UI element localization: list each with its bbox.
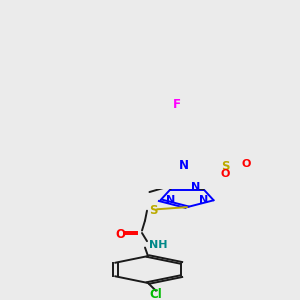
- Text: S: S: [221, 160, 230, 173]
- Text: N: N: [178, 159, 188, 172]
- Text: NH: NH: [149, 240, 167, 250]
- Text: N: N: [191, 182, 200, 192]
- Text: O: O: [242, 159, 251, 169]
- Text: O: O: [221, 169, 230, 179]
- Text: O: O: [115, 228, 125, 241]
- Text: Cl: Cl: [150, 288, 162, 300]
- Text: N: N: [199, 195, 208, 205]
- Text: N: N: [166, 195, 175, 205]
- Text: F: F: [172, 98, 181, 111]
- Text: S: S: [149, 204, 157, 217]
